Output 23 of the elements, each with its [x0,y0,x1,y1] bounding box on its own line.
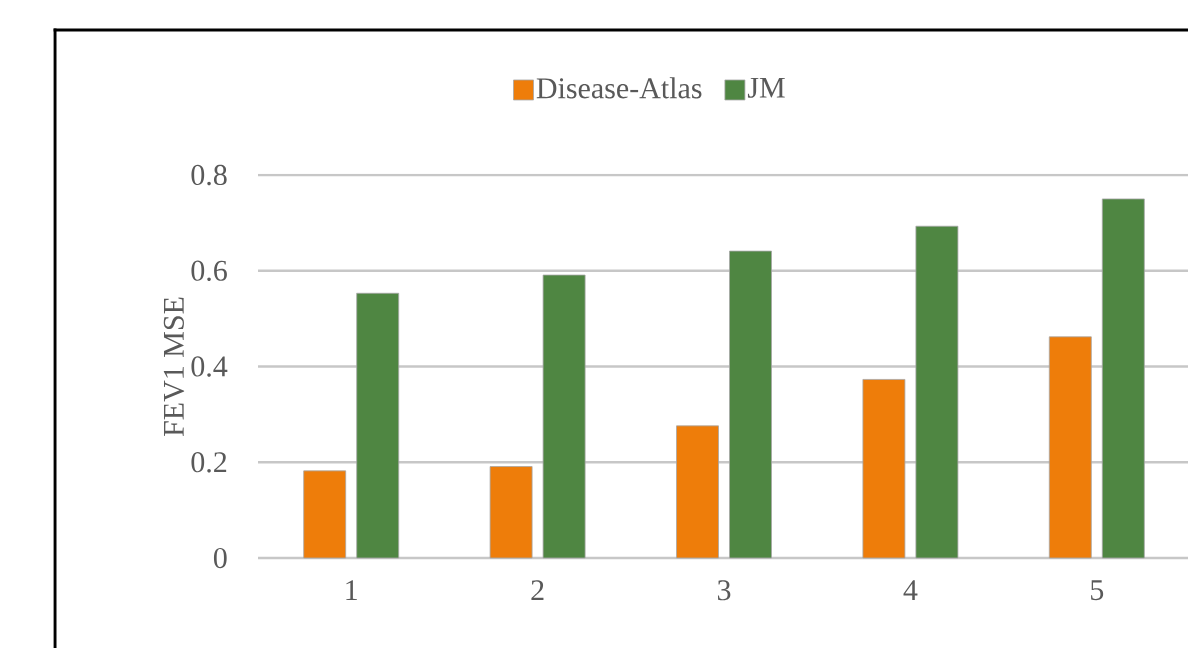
bar [862,379,906,559]
legend-label: Disease-Atlas [536,77,702,99]
x-tick-label: 2 [531,580,544,601]
legend-label: JM [747,77,785,98]
bar [729,250,772,559]
y-tick-label: 0.8 [191,164,227,186]
bar [1048,336,1092,559]
x-tick-label: 5 [1091,580,1104,601]
bar [303,470,347,559]
y-axis-title: FEV1 MSE [163,297,185,437]
y-tick-label: 0.6 [191,260,227,281]
y-tick-label: 0.2 [191,452,227,473]
bar [915,225,959,559]
bar [676,425,719,559]
x-tick-label: 1 [346,580,357,600]
bar [356,292,400,559]
x-tick-label: 4 [903,580,918,600]
bar [542,274,586,559]
y-tick-label: 0.4 [191,356,228,377]
y-tick-label: 0 [213,547,227,569]
bar [1101,198,1145,559]
bar [489,466,533,559]
x-tick-label: 3 [717,580,731,601]
